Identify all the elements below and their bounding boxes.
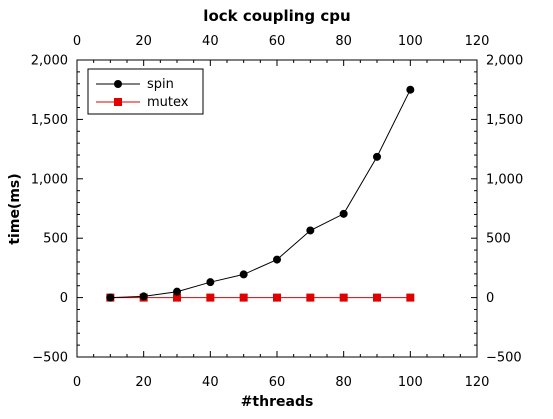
y-tick-label: 1,500 — [31, 113, 68, 128]
x-tick-label-top: 60 — [269, 34, 286, 49]
legend-spin-label: spin — [147, 77, 174, 92]
y-tick-label: 2,000 — [31, 54, 68, 69]
x-tick-label: 60 — [269, 375, 286, 390]
x-tick-label: 20 — [135, 375, 152, 390]
data-point-spin — [173, 287, 181, 296]
y-tick-label: 0 — [60, 291, 68, 306]
legend-mutex-marker — [114, 98, 122, 106]
data-point-spin — [339, 209, 348, 218]
data-point-mutex — [373, 293, 381, 302]
x-tick-label: 0 — [73, 375, 81, 390]
y-tick-label: 1,000 — [31, 172, 68, 187]
legend-box — [87, 68, 204, 115]
y-axis-title: time(ms) — [7, 173, 23, 244]
tick-labels: 0 0 20 20 40 40 60 60 80 80 100 100 120 120 −500 −500 0 0… — [31, 34, 523, 390]
data-point-mutex — [339, 293, 348, 302]
data-point-spin — [239, 270, 248, 279]
chart-title: lock coupling cpu — [203, 7, 350, 25]
data-point-mutex — [173, 293, 181, 302]
x-tick-label-top: 120 — [465, 34, 490, 49]
y-tick-label-right: −500 — [486, 351, 522, 366]
x-tick-label-top: 80 — [335, 34, 352, 49]
axis-ticks — [76, 59, 478, 358]
y-tick-label-right: 2,000 — [486, 54, 523, 69]
data-point-spin — [106, 293, 115, 302]
x-tick-label-top: 0 — [73, 34, 81, 49]
legend: spin mutex — [87, 68, 204, 115]
series-line-spin — [110, 89, 411, 299]
data-point-spin — [406, 85, 415, 94]
y-tick-label-right: 1,000 — [486, 172, 523, 187]
data-point-spin — [273, 255, 281, 264]
legend-spin-marker — [114, 80, 122, 88]
y-tick-label-right: 500 — [486, 232, 511, 247]
data-point-mutex — [273, 293, 281, 302]
y-tick-label: −500 — [32, 351, 68, 366]
y-tick-label-right: 1,500 — [486, 113, 523, 128]
x-tick-label: 120 — [465, 375, 490, 390]
legend-mutex-label: mutex — [147, 95, 189, 110]
data-point-mutex — [239, 293, 248, 302]
data-point-spin — [206, 278, 215, 287]
y-tick-label-right: 0 — [486, 291, 494, 306]
data-point-spin — [139, 292, 148, 301]
data-point-spin — [373, 152, 381, 161]
x-axis-title: #threads — [241, 394, 314, 410]
x-tick-label: 80 — [335, 375, 352, 390]
data-point-mutex — [306, 293, 315, 302]
data-point-mutex — [206, 293, 215, 302]
x-tick-label-top: 20 — [135, 34, 152, 49]
data-point-spin — [306, 226, 315, 235]
x-tick-label-top: 100 — [398, 34, 423, 49]
x-tick-label: 100 — [398, 375, 423, 390]
x-tick-label: 40 — [202, 375, 219, 390]
y-tick-label: 500 — [43, 232, 68, 247]
x-tick-label-top: 40 — [202, 34, 219, 49]
data-point-mutex — [406, 293, 415, 302]
series-layer — [106, 85, 415, 302]
